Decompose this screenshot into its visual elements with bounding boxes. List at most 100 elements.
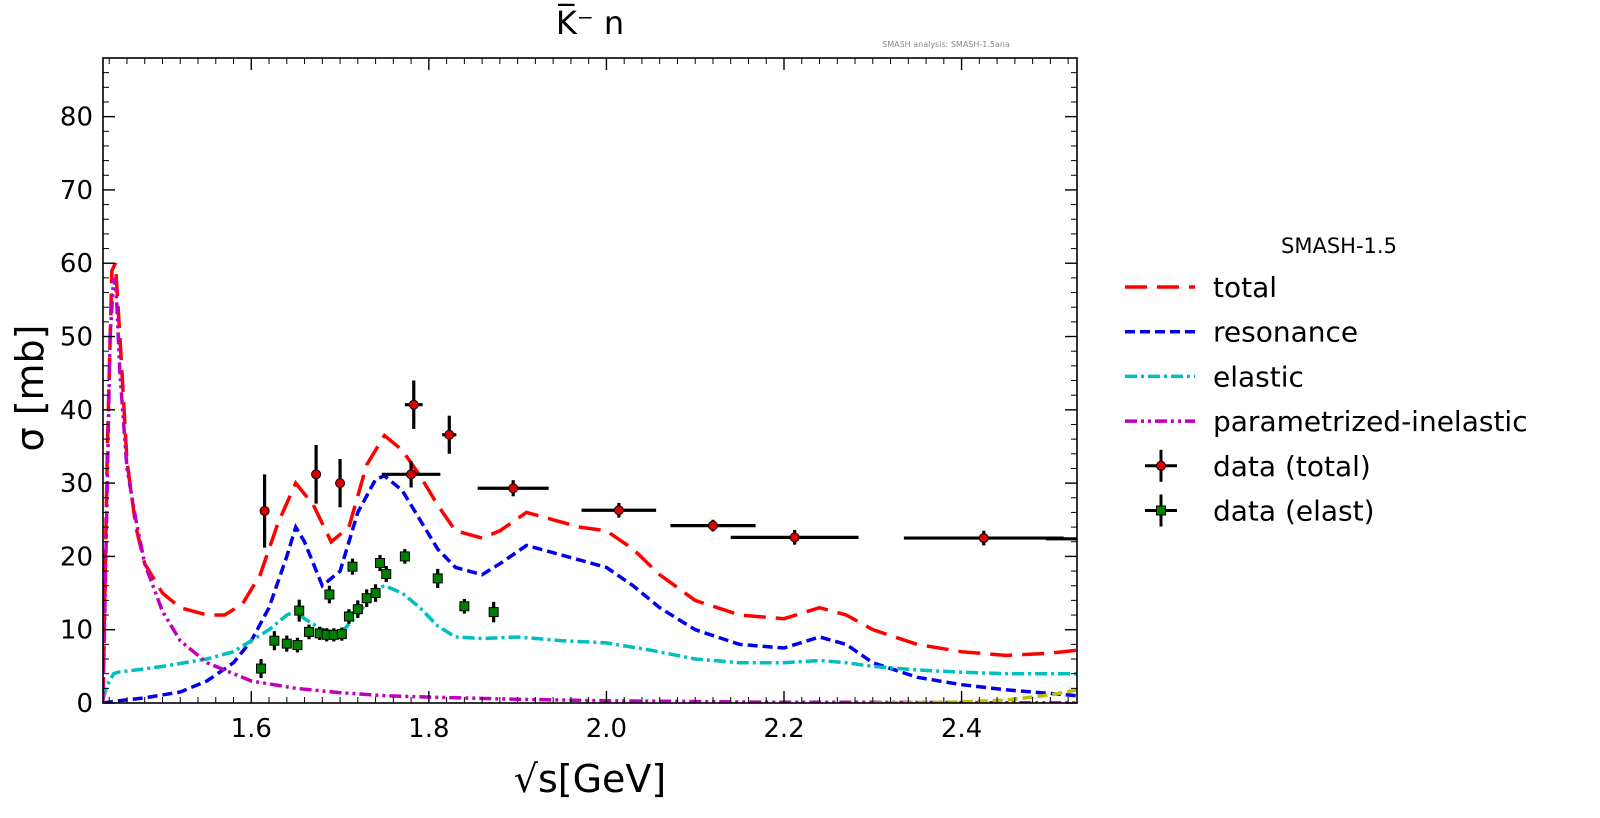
legend-title: SMASH-1.5 (1281, 234, 1397, 258)
series-group (103, 262, 1090, 703)
axes-frame (102, 57, 1078, 704)
data-elast-point-12 (347, 558, 358, 575)
data-marker (381, 569, 392, 579)
legend-item-total: total (1125, 271, 1277, 304)
data-marker (256, 663, 267, 674)
y-tick-label: 30 (60, 469, 93, 499)
data-marker (508, 483, 519, 494)
chart-watermark: SMASH analysis: SMASH-1.5ana (882, 40, 1010, 49)
legend-label: total (1213, 271, 1277, 304)
data-marker (1081, 534, 1090, 543)
data-marker (336, 629, 347, 640)
data-elast-point-13 (352, 600, 363, 618)
x-tick-label: 2.2 (763, 714, 804, 744)
data-marker (324, 589, 335, 600)
series-line-total (103, 262, 1077, 700)
y-tick-label: 70 (60, 176, 93, 206)
data-elast-point-16 (375, 554, 386, 572)
x-axis-label: √s[GeV] (514, 757, 666, 801)
series-line-elastic (103, 583, 1077, 700)
data-elast-point-2 (281, 635, 292, 652)
data-marker (978, 533, 989, 544)
data-total-point-3 (381, 461, 441, 488)
legend-label: elastic (1213, 360, 1304, 393)
legend-label: data (total) (1213, 450, 1371, 483)
data-marker (303, 626, 314, 637)
legend-item-parametrized-inelastic: parametrized-inelastic (1125, 405, 1528, 438)
data-marker (292, 640, 303, 651)
data-elast-point-10 (336, 627, 347, 641)
data-total-point-0 (259, 474, 270, 548)
data-marker (789, 532, 800, 543)
legend-item-data-total: data (total) (1145, 449, 1371, 483)
data-marker (370, 588, 381, 599)
data-total-point-6 (477, 480, 549, 497)
data-total-point-11 (1045, 534, 1090, 543)
series-line-parametrized-inelastic (103, 277, 1077, 703)
x-tick-label: 2.4 (941, 714, 982, 744)
legend-label: resonance (1213, 316, 1358, 349)
y-tick-label: 80 (60, 103, 93, 133)
data-marker (335, 478, 346, 489)
legend-item-elastic: elastic (1125, 360, 1304, 393)
data-marker (294, 605, 305, 616)
y-axis-label: σ [mb] (8, 325, 52, 452)
data-marker (444, 429, 455, 440)
data-elast-point-15 (370, 584, 381, 602)
data-elast-point-3 (292, 637, 303, 653)
data-elast-point-8 (324, 585, 335, 604)
data-elast-point-4 (294, 599, 305, 622)
data-total-point-7 (581, 502, 657, 518)
data-elast-point-5 (303, 624, 314, 640)
data-elast-point-17 (381, 565, 392, 583)
data-marker (343, 611, 354, 622)
legend-item-resonance: resonance (1125, 316, 1358, 349)
data-elast-point-1 (269, 631, 280, 651)
data-marker (613, 505, 624, 516)
legend-label: parametrized-inelastic (1213, 405, 1528, 438)
data-marker (259, 505, 270, 516)
data-total-point-8 (670, 519, 756, 532)
data-marker (488, 607, 499, 618)
y-tick-label: 10 (60, 616, 93, 646)
data-marker (432, 573, 443, 584)
plot-area: 1.6 1.8 2.0 2.2 2.4 0 10 20 30 40 50 60 70 80 (60, 57, 1090, 744)
series-line-resonance (103, 473, 1077, 703)
data-total-point-10 (903, 530, 1064, 546)
data-total-point-1 (311, 445, 322, 504)
y-tick-label: 0 (76, 689, 93, 719)
legend-marker (1156, 460, 1166, 471)
data-marker (347, 561, 358, 572)
data-elast-point-11 (343, 609, 354, 624)
data-elast-point-18 (399, 549, 410, 564)
data-total-point-9 (730, 530, 859, 545)
x-tick-label: 1.6 (231, 714, 272, 744)
x-tick-label: 2.0 (586, 714, 627, 744)
y-tick-label: 40 (60, 396, 93, 426)
data-marker (352, 604, 363, 615)
data-marker (311, 469, 322, 480)
legend-item-data-elast: data (elast) (1145, 494, 1375, 528)
data-elast-point-20 (459, 598, 470, 614)
x-tick-label: 1.8 (408, 714, 449, 744)
y-tick-label: 50 (60, 323, 93, 353)
y-tick-label: 20 (60, 542, 93, 572)
data-total-point-5 (442, 415, 457, 454)
data-elast-point-0 (256, 659, 267, 679)
legend-marker (1156, 505, 1166, 516)
data-total-point-2 (335, 458, 346, 508)
data-elast-point-19 (432, 568, 443, 588)
data-elast-point-21 (488, 601, 499, 623)
data-marker (375, 558, 386, 569)
data-marker (459, 601, 470, 612)
data-total-point-4 (404, 380, 423, 429)
data-marker (361, 593, 372, 604)
data-marker (281, 638, 292, 649)
data-marker (399, 551, 410, 562)
data-marker (707, 520, 718, 531)
series-line-extra-4 (872, 688, 1077, 703)
data-marker (269, 635, 280, 646)
data-marker (408, 399, 419, 410)
